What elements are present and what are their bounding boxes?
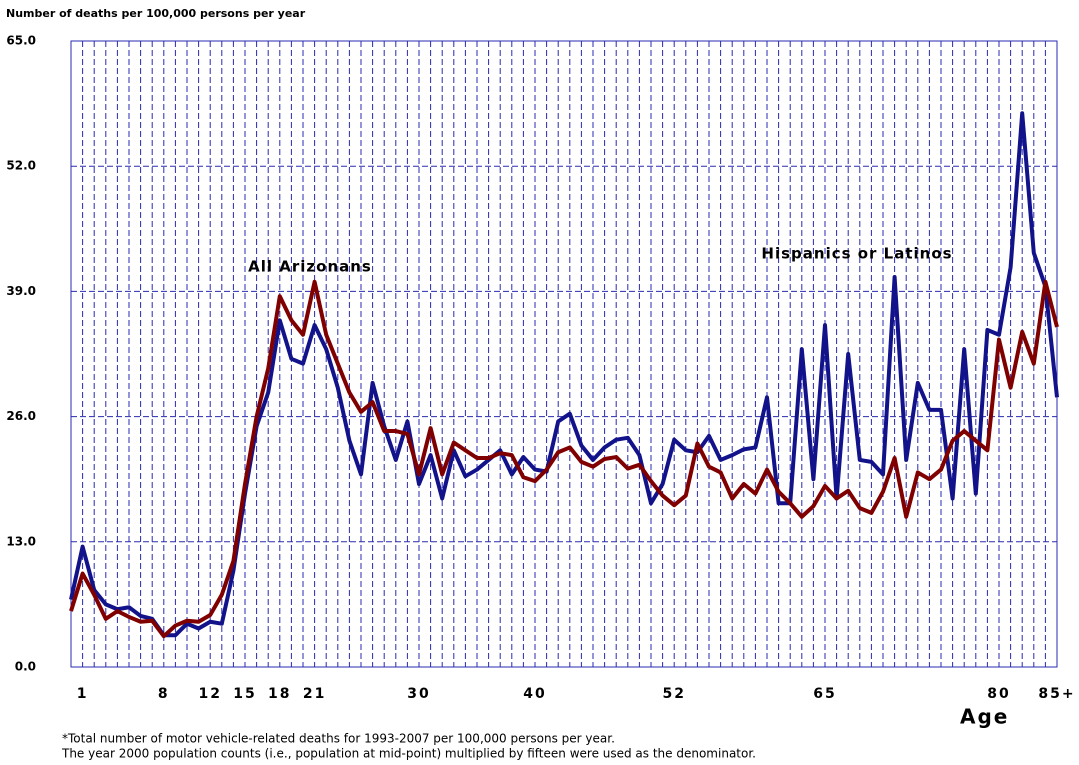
x-tick-label: 1 <box>77 686 89 702</box>
y-tick-label: 26.0 <box>6 409 36 423</box>
series-line <box>69 111 1059 638</box>
y-tick-label: 52.0 <box>6 159 36 173</box>
y-axis-label: Number of deaths per 100,000 persons per… <box>6 7 306 20</box>
x-axis-label: Age <box>960 705 1009 729</box>
x-tick-label: 65 <box>813 686 836 702</box>
x-tick-label: 21 <box>303 686 326 702</box>
series-label: Hispanics or Latinos <box>761 245 952 263</box>
footnote: The year 2000 population counts (i.e., p… <box>61 747 756 761</box>
x-tick-label: 18 <box>268 686 291 702</box>
y-tick-label: 39.0 <box>6 284 36 298</box>
series-line <box>69 279 1059 639</box>
series-label: All Arizonans <box>248 258 372 276</box>
y-tick-label: 13.0 <box>6 534 36 548</box>
x-tick-label: 30 <box>407 686 430 702</box>
plot-border <box>70 40 1058 668</box>
x-tick-label: 40 <box>523 686 546 702</box>
x-tick-label: 85+ <box>1038 686 1075 702</box>
x-tick-label: 52 <box>662 686 685 702</box>
x-tick-label: 12 <box>198 686 221 702</box>
y-tick-label: 65.0 <box>6 34 36 48</box>
footnote: *Total number of motor vehicle-related d… <box>62 732 615 746</box>
x-tick-label: 8 <box>158 686 170 702</box>
x-tick-label: 80 <box>987 686 1010 702</box>
y-tick-label: 0.0 <box>15 660 36 674</box>
x-tick-label: 15 <box>233 686 256 702</box>
